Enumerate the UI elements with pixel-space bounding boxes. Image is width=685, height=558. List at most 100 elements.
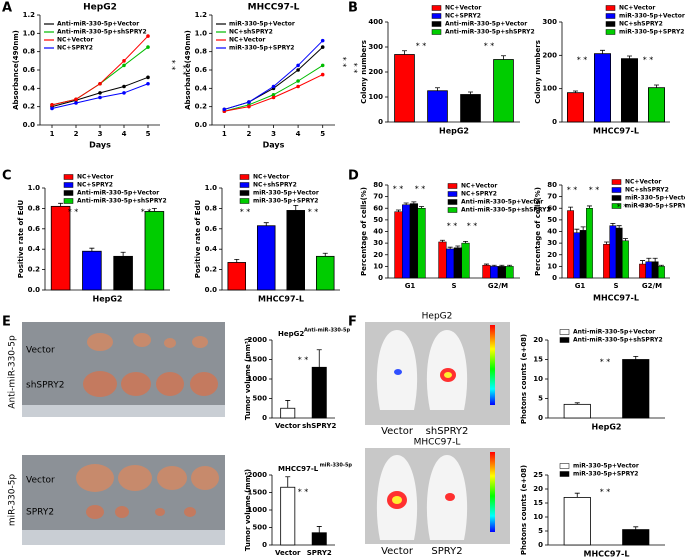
error-bar (402, 50, 407, 55)
legend-swatch (605, 29, 616, 35)
y-tick-label: 1.0 (205, 184, 218, 192)
legend-label: NC+SPRY2 (77, 182, 113, 189)
legend-label: NC+Vector (461, 183, 497, 190)
legend-label: NC+Vector (77, 174, 113, 181)
significance: * * (447, 222, 458, 231)
point (247, 100, 251, 104)
y-tick-label: 0.0 (195, 121, 208, 129)
y-tick-label: 0.0 (28, 286, 41, 294)
y-tick-label: 500 (252, 524, 267, 532)
legend-swatch (431, 5, 442, 11)
y-tick-label: 0.2 (195, 103, 208, 111)
legend-swatch (447, 207, 458, 213)
y-tick-label: 20 (373, 251, 383, 259)
y-tick-label: 500 (252, 395, 267, 403)
legend-label: miR-330-5p+SPRY2 (619, 29, 684, 36)
point (146, 34, 150, 38)
imaging-label: SPRY2 (431, 546, 462, 557)
bar (651, 261, 659, 279)
legend-label: NC+shSPRY2 (619, 21, 663, 28)
legend-swatch (559, 329, 570, 335)
bar (658, 266, 665, 279)
significance: * * (484, 42, 495, 51)
bar (648, 87, 666, 123)
y-tick-label: 0.4 (23, 84, 36, 92)
legend-label: miR-330-5p+Vector (229, 21, 295, 28)
error-bar (468, 91, 473, 95)
legend-swatch (559, 471, 570, 477)
y-tick-label: 1.0 (195, 29, 208, 37)
bar (394, 54, 415, 123)
bar (256, 225, 276, 291)
error-bar (439, 239, 445, 242)
point (146, 45, 150, 49)
x-axis-label: MHCC97-L (258, 295, 304, 304)
tumor-photo (22, 322, 225, 545)
legend-swatch (559, 337, 570, 343)
legend-label: NC+SPRY2 (445, 13, 481, 20)
y-axis-label: Positive rate of EdU (194, 199, 202, 278)
point (320, 38, 325, 43)
point (50, 106, 54, 111)
x-axis-label: HepG2 (439, 127, 469, 136)
legend-swatch (63, 198, 74, 204)
significance: * * (68, 208, 79, 217)
bar (567, 210, 574, 279)
legend-swatch (431, 21, 442, 27)
point (98, 91, 102, 95)
bar (227, 262, 246, 291)
x-tick-label: shSPRY2 (302, 422, 336, 430)
y-tick-label: 0.8 (28, 204, 41, 212)
bar (144, 211, 165, 291)
x-axis-label: MHCC97-L (593, 294, 639, 303)
x-axis-label: MHCC97-L (593, 127, 639, 136)
group-label: Anti-miR-330-5p (8, 335, 18, 409)
significance: * * (600, 488, 611, 497)
y-tick-label: 1500 (248, 489, 268, 497)
row-label: Vector (26, 346, 55, 356)
significance: * * (643, 56, 654, 65)
y-tick-label: 100 (542, 85, 557, 93)
legend-swatch (239, 198, 250, 204)
legend-swatch (559, 463, 570, 469)
y-axis-label: Photons counts (e+08) (520, 334, 528, 424)
error-bar (610, 222, 616, 226)
y-tick-label: 0.6 (28, 225, 41, 233)
y-tick-label: 0.6 (23, 66, 36, 74)
legend-label: NC+Vector (253, 174, 289, 181)
y-tick-label: 15 (533, 499, 543, 507)
y-tick-label: 300 (368, 43, 383, 51)
x-tick-label: 5 (320, 130, 325, 138)
legend-label: NC+shSPRY2 (253, 182, 297, 189)
y-tick-label: 10 (533, 375, 543, 383)
y-tick-label: 1.0 (28, 184, 41, 192)
point (146, 81, 150, 86)
significance: * * (639, 203, 650, 212)
error-bar (654, 84, 659, 88)
legend-label: NC+SPRY2 (461, 191, 497, 198)
legend-swatch (611, 187, 622, 193)
legend-label: miR-330-5p+SPRY2 (229, 45, 294, 52)
error-bar (463, 240, 469, 244)
x-tick-label: S (613, 282, 618, 290)
group-label: miR-330-5p (8, 474, 18, 527)
y-tick-label: 60 (547, 204, 557, 212)
significance: * * (168, 60, 177, 71)
point (146, 75, 150, 80)
point (122, 63, 126, 68)
chart-title: MHCC97-L (248, 3, 300, 13)
imaging-photo (365, 322, 510, 544)
error-bar (447, 246, 453, 249)
bar (417, 208, 426, 279)
y-tick-label: 0.4 (205, 245, 218, 253)
bar (603, 244, 610, 279)
y-tick-label: 0 (538, 541, 543, 549)
bar (563, 403, 591, 419)
x-axis-label: Days (89, 141, 111, 150)
legend-label: miR-330-5p+Vector (625, 195, 685, 202)
legend-label: NC+Vector (57, 37, 93, 44)
bar (311, 366, 327, 419)
y-tick-label: 30 (547, 239, 557, 247)
error-bar (455, 245, 461, 248)
x-tick-label: Vector (275, 422, 301, 430)
